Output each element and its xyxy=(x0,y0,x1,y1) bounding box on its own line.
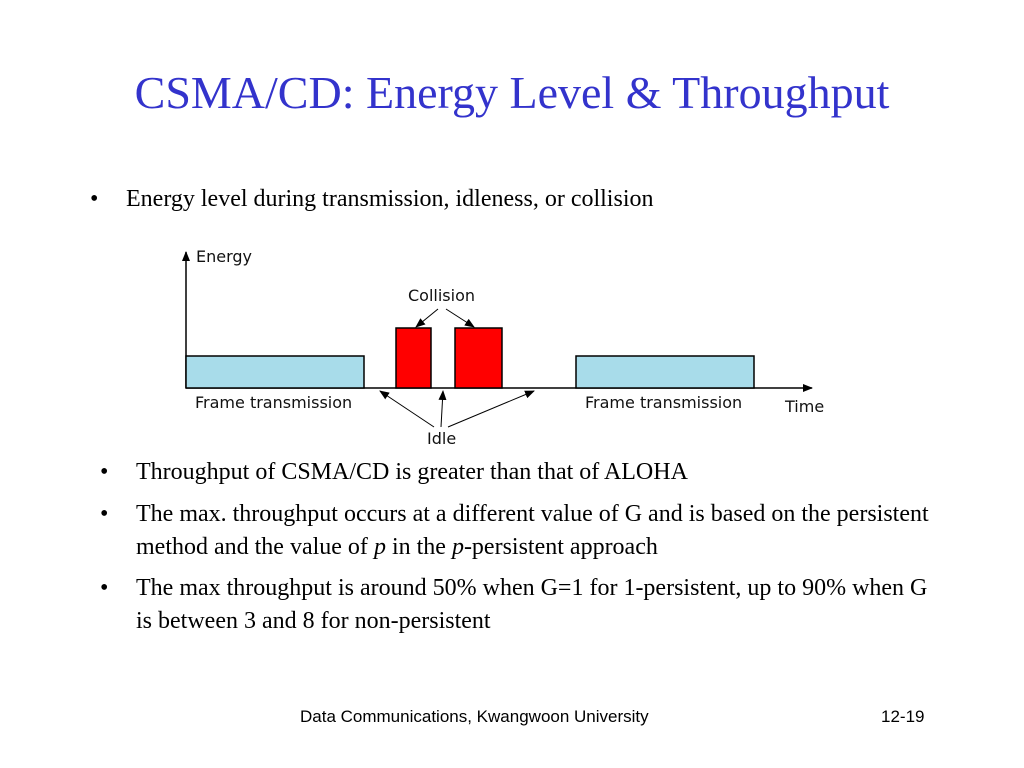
idle-label: Idle xyxy=(427,429,456,448)
footer-page-number: 12-19 xyxy=(881,707,925,726)
energy-axis-label: Energy xyxy=(196,247,252,266)
bullet-marker: • xyxy=(100,501,109,527)
bullet-throughput-values: • The max throughput is around 50% when … xyxy=(100,572,930,638)
frame-label-right: Frame transmission xyxy=(585,393,742,412)
collision-label: Collision xyxy=(408,286,475,305)
idle-arrow-middle xyxy=(438,390,447,428)
collision-arrow-left xyxy=(415,308,439,328)
collision-block-2 xyxy=(454,327,503,389)
collision-block-1 xyxy=(395,327,432,389)
idle-arrow-left xyxy=(379,390,435,428)
bullet-text: The max. throughput occurs at a differen… xyxy=(136,501,929,560)
time-axis-label: Time xyxy=(784,397,824,416)
frame-label-left: Frame transmission xyxy=(195,393,352,412)
intro-bullet-text: Energy level during transmission, idlene… xyxy=(126,186,654,212)
frame-block-right xyxy=(575,355,755,389)
energy-level-diagram: Energy Time Frame transmission Frame tra… xyxy=(182,247,824,448)
intro-bullet: • Energy level during transmission, idle… xyxy=(90,183,950,216)
idle-arrow-right xyxy=(447,390,535,428)
bullet-text: The max throughput is around 50% when G=… xyxy=(136,575,928,634)
bullet-text: Throughput of CSMA/CD is greater than th… xyxy=(136,459,688,485)
frame-block-left xyxy=(185,355,365,389)
bullet-throughput: • Throughput of CSMA/CD is greater than … xyxy=(100,456,930,489)
collision-arrow-right xyxy=(445,308,475,328)
bullet-marker: • xyxy=(90,186,99,212)
bullet-marker: • xyxy=(100,575,109,601)
bullet-max-throughput: • The max. throughput occurs at a differ… xyxy=(100,498,930,564)
footer-course: Data Communications, Kwangwoon Universit… xyxy=(300,707,649,726)
bullet-marker: • xyxy=(100,459,109,485)
slide-title: CSMA/CD: Energy Level & Throughput xyxy=(134,67,890,118)
